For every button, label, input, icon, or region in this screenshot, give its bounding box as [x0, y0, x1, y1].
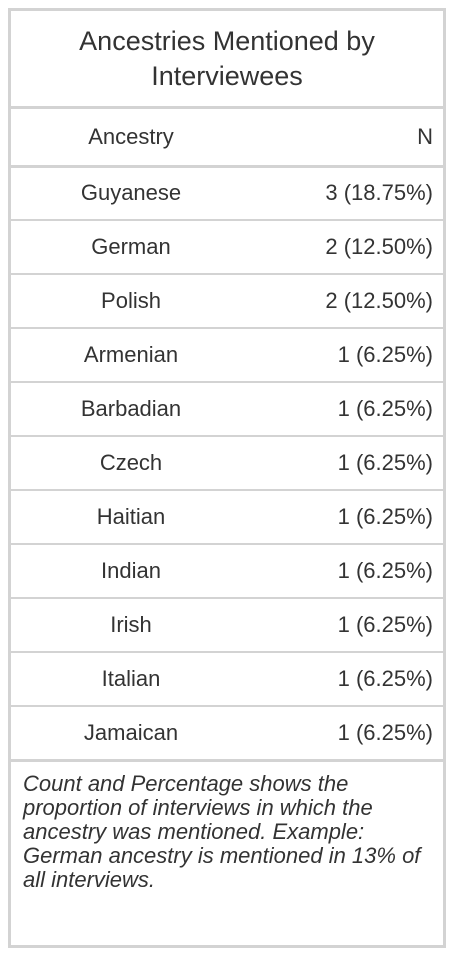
table-row: Armenian 1 (6.25%) — [11, 328, 443, 382]
count-cell: 1 (6.25%) — [251, 328, 443, 382]
count-cell: 1 (6.25%) — [251, 598, 443, 652]
table-row: Haitian 1 (6.25%) — [11, 490, 443, 544]
table-row: Czech 1 (6.25%) — [11, 436, 443, 490]
table-card: Ancestries Mentioned by Interviewees Anc… — [8, 8, 446, 948]
count-cell: 2 (12.50%) — [251, 220, 443, 274]
ancestry-cell: Polish — [11, 274, 251, 328]
table-row: Italian 1 (6.25%) — [11, 652, 443, 706]
table-row: German 2 (12.50%) — [11, 220, 443, 274]
header-ancestry: Ancestry — [11, 109, 251, 166]
ancestry-cell: Guyanese — [11, 166, 251, 220]
count-cell: 1 (6.25%) — [251, 706, 443, 760]
count-cell: 1 (6.25%) — [251, 490, 443, 544]
ancestry-cell: Armenian — [11, 328, 251, 382]
ancestry-cell: Jamaican — [11, 706, 251, 760]
table-row: Indian 1 (6.25%) — [11, 544, 443, 598]
table-row: Polish 2 (12.50%) — [11, 274, 443, 328]
ancestry-cell: Barbadian — [11, 382, 251, 436]
table-row: Irish 1 (6.25%) — [11, 598, 443, 652]
count-cell: 1 (6.25%) — [251, 382, 443, 436]
ancestry-cell: Italian — [11, 652, 251, 706]
table-footnote: Count and Percentage shows the proportio… — [11, 762, 443, 902]
table-row: Jamaican 1 (6.25%) — [11, 706, 443, 760]
table-row: Barbadian 1 (6.25%) — [11, 382, 443, 436]
count-cell: 3 (18.75%) — [251, 166, 443, 220]
table-title: Ancestries Mentioned by Interviewees — [11, 11, 443, 109]
header-n: N — [251, 109, 443, 166]
count-cell: 2 (12.50%) — [251, 274, 443, 328]
ancestry-cell: Haitian — [11, 490, 251, 544]
ancestry-cell: Indian — [11, 544, 251, 598]
ancestry-cell: Irish — [11, 598, 251, 652]
count-cell: 1 (6.25%) — [251, 436, 443, 490]
table-row: Guyanese 3 (18.75%) — [11, 166, 443, 220]
ancestry-cell: Czech — [11, 436, 251, 490]
header-row: Ancestry N — [11, 109, 443, 166]
count-cell: 1 (6.25%) — [251, 544, 443, 598]
ancestry-table: Ancestry N Guyanese 3 (18.75%) German 2 … — [11, 109, 443, 762]
count-cell: 1 (6.25%) — [251, 652, 443, 706]
ancestry-cell: German — [11, 220, 251, 274]
